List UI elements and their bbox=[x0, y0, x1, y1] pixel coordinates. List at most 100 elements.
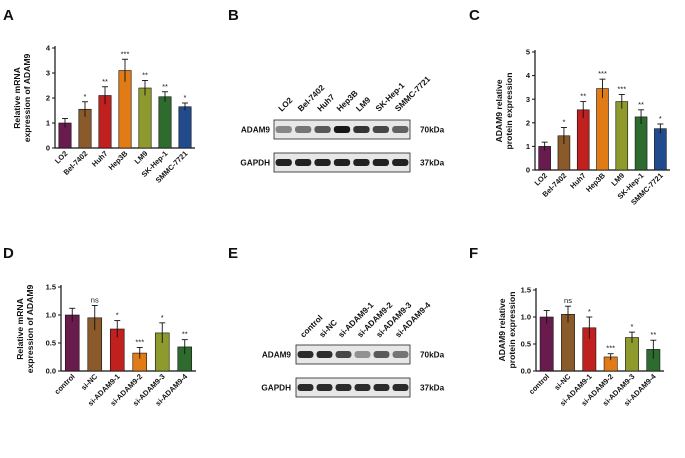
significance-label: * bbox=[161, 313, 164, 322]
significance-label: *** bbox=[598, 69, 607, 78]
significance-label: * bbox=[588, 307, 591, 316]
bar bbox=[561, 313, 575, 372]
category-label: control bbox=[527, 372, 551, 396]
lane-label: LM9 bbox=[354, 95, 372, 113]
significance-label: * bbox=[184, 93, 187, 102]
significance-label: ** bbox=[650, 330, 656, 339]
significance-label: * bbox=[659, 114, 662, 123]
blot-band bbox=[353, 159, 370, 166]
blot-band bbox=[392, 159, 409, 166]
blot-band bbox=[373, 351, 390, 358]
y-tick-label: 4 bbox=[526, 71, 531, 80]
y-tick-label: 3 bbox=[46, 69, 50, 78]
significance-label: *** bbox=[135, 337, 144, 346]
y-tick-label: 1 bbox=[526, 142, 530, 151]
protein-label: ADAM9 bbox=[241, 126, 271, 135]
protein-label: GAPDH bbox=[261, 384, 291, 393]
protein-label: GAPDH bbox=[240, 159, 270, 168]
blot-band bbox=[314, 126, 331, 133]
molecular-weight-label: 70kDa bbox=[420, 351, 445, 360]
bar bbox=[64, 314, 80, 372]
y-tick-label: 1.5 bbox=[521, 286, 531, 295]
significance-label: * bbox=[562, 118, 565, 127]
significance-label: *** bbox=[606, 344, 615, 353]
blot-band bbox=[392, 126, 409, 133]
blot-band bbox=[333, 126, 351, 133]
western-blot-panel-e: controlsi-NCsi-ADAM9-1si-ADAM9-2si-ADAM9… bbox=[261, 300, 445, 398]
panel-letter-e: E bbox=[228, 245, 238, 262]
panel-letter-c: C bbox=[469, 7, 480, 24]
y-tick-label: 4 bbox=[46, 44, 51, 53]
protein-label: ADAM9 bbox=[262, 351, 292, 360]
blot-band bbox=[316, 384, 333, 391]
blot-band bbox=[392, 351, 409, 358]
bar bbox=[138, 87, 152, 149]
y-axis-title: ADAM9 relativeprotein expression bbox=[494, 73, 514, 150]
blot-band bbox=[354, 384, 371, 391]
y-tick-label: 0.0 bbox=[521, 367, 531, 376]
y-tick-label: 0 bbox=[526, 166, 530, 175]
significance-label: ns bbox=[564, 296, 572, 305]
blot-band bbox=[316, 351, 333, 358]
y-tick-label: 0 bbox=[46, 144, 50, 153]
molecular-weight-label: 70kDa bbox=[420, 126, 445, 135]
y-axis-title: Relative mRNAexpression of ADAM9 bbox=[15, 285, 35, 374]
blot-band bbox=[275, 126, 292, 133]
y-tick-label: 1 bbox=[46, 119, 50, 128]
blot-band bbox=[353, 126, 370, 133]
blot-membrane bbox=[295, 377, 411, 398]
bar bbox=[576, 109, 590, 171]
panel-letter-b: B bbox=[228, 7, 239, 24]
y-axis-title: Relative mRNAexpression of ADAM9 bbox=[12, 54, 32, 143]
lane-label: LO2 bbox=[277, 95, 295, 113]
blot-band bbox=[294, 159, 312, 166]
molecular-weight-label: 37kDa bbox=[420, 384, 445, 393]
blot-band bbox=[333, 159, 351, 166]
panel-letter-a: A bbox=[3, 7, 14, 24]
blot-band bbox=[354, 351, 371, 358]
chart-panel-a: 0 1 2 3 4 Relative mRNAexpression of ADAM9 LO2… bbox=[12, 44, 195, 185]
y-tick-label: 2 bbox=[526, 118, 530, 127]
blot-band bbox=[372, 126, 390, 133]
significance-label: *** bbox=[617, 84, 626, 93]
blot-band bbox=[297, 384, 314, 391]
category-label: Hep3B bbox=[106, 149, 129, 172]
blot-band bbox=[297, 351, 314, 358]
panel-letter-f: F bbox=[469, 245, 478, 262]
significance-label: ** bbox=[142, 71, 148, 80]
molecular-weight-label: 37kDa bbox=[420, 159, 445, 168]
blot-band bbox=[314, 159, 331, 166]
y-tick-label: 2 bbox=[46, 94, 50, 103]
significance-label: * bbox=[84, 92, 87, 101]
significance-label: ** bbox=[638, 100, 644, 109]
y-axis-title: ADAM9 relativeprotein expression bbox=[497, 292, 517, 369]
chart-panel-f: 0.0 0.5 1.0 1.5 ADAM9 relativeprotein expres… bbox=[497, 286, 664, 408]
blot-band bbox=[392, 384, 409, 391]
y-tick-label: 0.0 bbox=[46, 367, 56, 376]
significance-label: * bbox=[116, 311, 119, 320]
bar bbox=[654, 128, 667, 171]
category-label: LM9 bbox=[133, 149, 150, 166]
category-label: Hep3B bbox=[584, 171, 607, 194]
significance-label: ns bbox=[91, 295, 99, 304]
bar bbox=[158, 96, 172, 149]
bar bbox=[596, 88, 609, 171]
blot-band bbox=[294, 126, 312, 133]
category-label: si-NC bbox=[79, 372, 99, 392]
blot-band bbox=[372, 159, 390, 166]
chart-panel-d: 0.0 0.5 1.0 1.5 Relative mRNAexpression of A… bbox=[15, 283, 196, 408]
blot-band bbox=[275, 159, 292, 166]
y-tick-label: 1.0 bbox=[46, 311, 56, 320]
category-label: LO2 bbox=[53, 149, 70, 166]
significance-label: *** bbox=[121, 49, 130, 58]
blot-band bbox=[335, 351, 352, 358]
blot-band bbox=[373, 384, 390, 391]
bar bbox=[634, 116, 648, 171]
significance-label: ** bbox=[580, 92, 586, 101]
blot-band bbox=[335, 384, 352, 391]
panel-letter-d: D bbox=[3, 245, 14, 262]
bar bbox=[615, 101, 629, 171]
